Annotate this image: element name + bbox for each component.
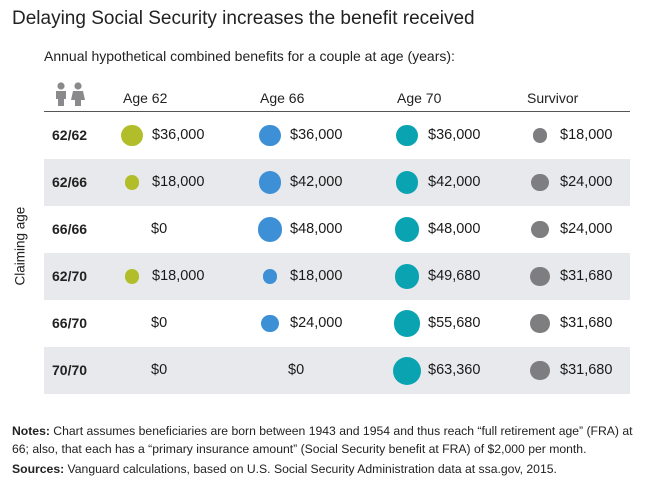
row-label: 66/70 [52,315,88,331]
header-rule [44,111,630,112]
row-label: 62/70 [52,268,88,284]
column-header-age-66: Age 66 [260,90,305,106]
row-label: 62/66 [52,174,88,190]
notes-text: Chart assumes beneficiaries are born bet… [12,424,633,456]
table-row: 62/62 $36,000 $36,000 $36,000 $18,000 [44,112,630,159]
couple-icon [56,82,85,106]
benefit-value: $63,360 [428,362,481,378]
benefit-value: $48,000 [290,221,343,237]
row-label: 62/62 [52,127,88,143]
column-header-survivor: Survivor [527,90,579,106]
y-axis-label: Claiming age [12,206,28,286]
benefit-value: $36,000 [152,127,205,143]
benefit-dot [395,171,419,194]
benefit-value: $31,680 [560,315,613,331]
benefit-value: $36,000 [428,127,481,143]
benefit-value: $42,000 [290,174,343,190]
benefit-dot [394,217,420,242]
notes: Notes: Chart assumes beneficiaries are b… [12,422,637,458]
benefit-dot [124,269,140,284]
benefit-value: $24,000 [560,174,613,190]
table-row: 66/66 $0 $48,000 $48,000 $24,000 [44,206,630,253]
benefit-value: $18,000 [152,174,205,190]
benefit-value: $24,000 [560,221,613,237]
benefit-dot [124,175,140,190]
benefit-value: $48,000 [428,221,481,237]
benefit-dot [531,173,549,192]
table-row: 62/70 $18,000 $18,000 $49,680 $31,680 [44,253,630,300]
benefit-dot [121,124,143,147]
row-label: 66/66 [52,221,88,237]
benefit-value: $55,680 [428,315,481,331]
benefit-value: $31,680 [560,362,613,378]
table-row: 62/66 $18,000 $42,000 $42,000 $24,000 [44,159,630,206]
benefit-dot [257,217,283,242]
benefit-dot [531,220,549,239]
benefit-value: $0 [151,315,168,331]
sources-text: Vanguard calculations, based on U.S. Soc… [64,462,557,476]
benefit-dot [259,124,281,147]
benefit-dot [394,264,420,289]
benefit-value: $18,000 [560,127,613,143]
chart-subtitle: Annual hypothetical combined benefits fo… [44,48,455,64]
notes-label: Notes: [12,424,50,438]
benefit-dot [530,360,550,381]
benefit-value: $49,680 [428,268,481,284]
benefit-dot [532,128,548,143]
table-row: 66/70 $0 $24,000 $55,680 $31,680 [44,300,630,347]
benefit-value: $42,000 [428,174,481,190]
column-header-age-62: Age 62 [123,90,168,106]
benefit-dot [262,269,278,284]
benefit-dot [258,171,282,194]
sources: Sources: Vanguard calculations, based on… [12,462,637,476]
benefit-value: $31,680 [560,268,613,284]
benefit-dot [393,310,421,337]
sources-label: Sources: [12,462,65,476]
benefit-value: $24,000 [290,315,343,331]
chart-title: Delaying Social Security increases the b… [12,8,475,29]
benefit-dot [261,314,279,333]
benefit-value: $18,000 [290,268,343,284]
benefit-value: $0 [151,362,168,378]
benefit-value: $36,000 [290,127,343,143]
benefit-value: $18,000 [152,268,205,284]
benefit-dot [530,266,550,287]
column-header-age-70: Age 70 [397,90,442,106]
benefit-value: $0 [151,221,168,237]
benefit-dot [530,313,550,334]
table-row: 70/70 $0 $0 $63,360 $31,680 [44,347,630,394]
benefit-value: $0 [288,362,305,378]
benefit-dot [396,124,418,147]
benefit-dot [393,356,421,385]
row-label: 70/70 [52,362,88,378]
